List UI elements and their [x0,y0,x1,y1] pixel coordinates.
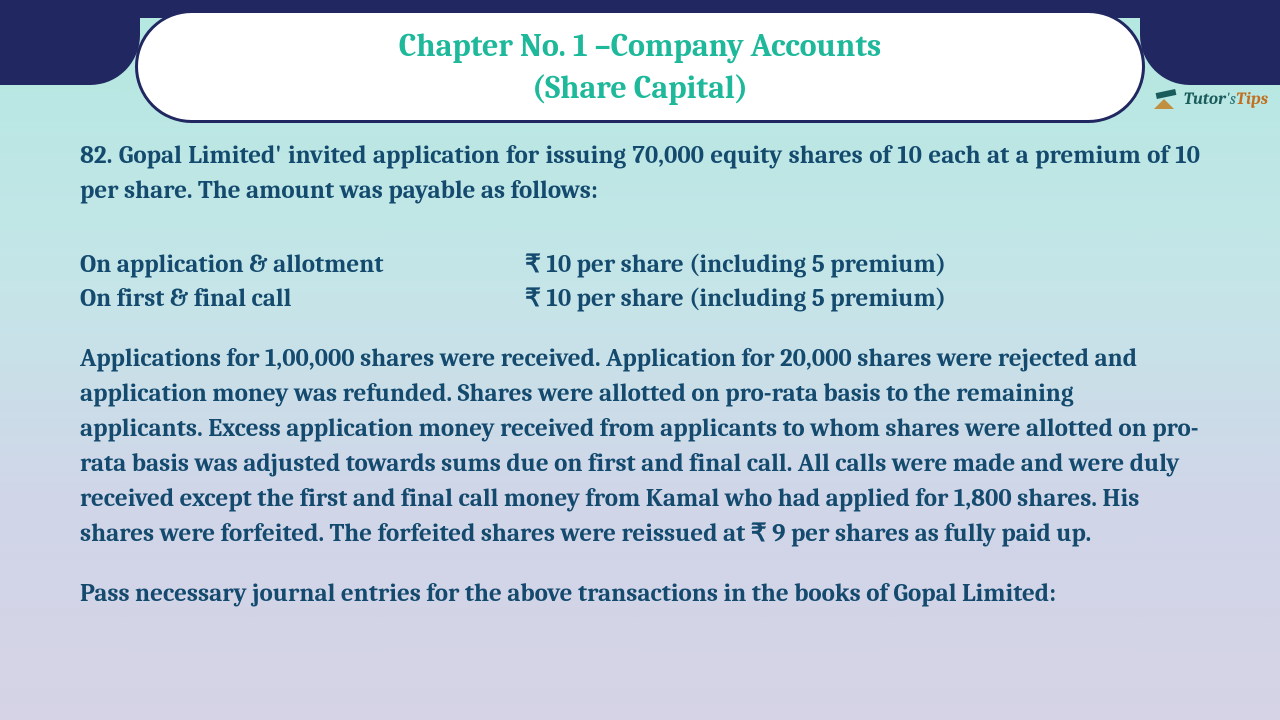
content-area: 82. Gopal Limited' invited application f… [80,138,1200,611]
payment-terms: On application & allotment ₹ 10 per shar… [80,248,1200,316]
header-corner-left [0,0,140,85]
term-value: ₹ 10 per share (including 5 premium) [525,282,1200,316]
chapter-title-line1: Chapter No. 1 –Company Accounts [399,27,881,64]
tutors-tips-logo: Tutor'sTips [1152,90,1268,109]
header-corner-right [1140,0,1280,85]
chapter-title-pill: Chapter No. 1 –Company Accounts (Share C… [135,10,1145,123]
logo-text: Tutor'sTips [1184,90,1268,109]
term-label: On first & final call [80,282,525,316]
term-label: On application & allotment [80,248,525,282]
question-final: Pass necessary journal entries for the a… [80,576,1200,611]
term-value: ₹ 10 per share (including 5 premium) [525,248,1200,282]
question-body: Applications for 1,00,000 shares were re… [80,341,1200,551]
term-row-application: On application & allotment ₹ 10 per shar… [80,248,1200,282]
chapter-title: Chapter No. 1 –Company Accounts (Share C… [178,25,1102,108]
graduation-cap-icon [1152,91,1180,109]
question-intro: 82. Gopal Limited' invited application f… [80,138,1200,208]
chapter-title-line2: (Share Capital) [532,69,748,106]
term-row-call: On first & final call ₹ 10 per share (in… [80,282,1200,316]
